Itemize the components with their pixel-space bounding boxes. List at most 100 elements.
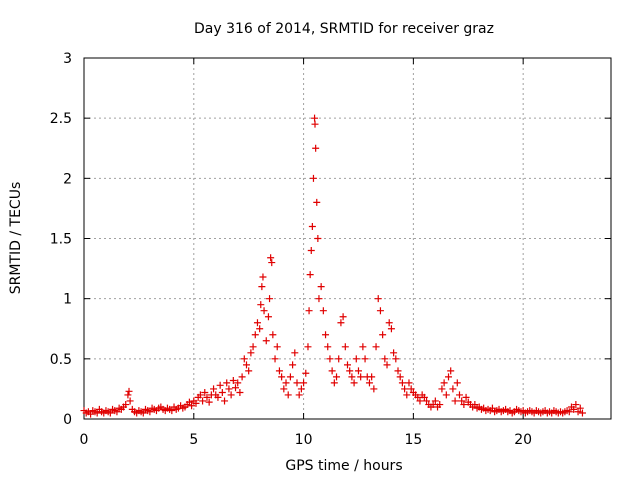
data-point	[232, 384, 240, 392]
y-tick-label: 0.5	[50, 352, 72, 368]
data-point	[218, 389, 226, 397]
data-point	[431, 397, 439, 405]
data-point	[359, 343, 367, 351]
data-point	[354, 367, 362, 375]
chart-title: Day 316 of 2014, SRMTID for receiver gra…	[194, 21, 494, 37]
x-tick-label: 5	[189, 432, 198, 448]
data-point	[106, 409, 114, 417]
data-point	[576, 404, 584, 412]
data-point	[414, 393, 422, 401]
data-point	[258, 283, 266, 291]
data-point	[361, 355, 369, 363]
data-point	[168, 407, 176, 415]
y-tick-label: 0	[63, 412, 72, 428]
x-tick-label: 0	[80, 432, 89, 448]
data-point	[451, 397, 459, 405]
data-point	[282, 379, 290, 387]
data-point	[398, 379, 406, 387]
y-tick-label: 3	[63, 51, 72, 67]
data-point	[203, 393, 211, 401]
data-point	[124, 391, 132, 399]
data-point	[313, 198, 321, 206]
data-point	[304, 343, 312, 351]
data-point	[447, 367, 455, 375]
data-point	[565, 408, 573, 416]
data-point	[205, 398, 213, 406]
data-point	[392, 355, 400, 363]
data-point	[201, 389, 209, 397]
data-point	[572, 401, 580, 409]
data-point	[286, 373, 294, 381]
data-point	[416, 397, 424, 405]
data-point	[210, 385, 218, 393]
data-point	[458, 397, 466, 405]
data-point	[462, 393, 470, 401]
data-point	[401, 385, 409, 393]
data-point	[225, 385, 233, 393]
data-point	[305, 307, 313, 315]
data-point	[429, 401, 437, 409]
data-point	[306, 271, 314, 279]
data-point	[307, 247, 315, 255]
data-point	[216, 381, 224, 389]
data-point	[315, 295, 323, 303]
data-point	[405, 379, 413, 387]
data-point	[574, 408, 582, 416]
data-point	[379, 331, 387, 339]
data-point	[291, 349, 299, 357]
data-point	[139, 409, 147, 417]
data-point	[253, 319, 261, 327]
data-point	[234, 379, 242, 387]
data-point	[284, 391, 292, 399]
data-point	[339, 313, 347, 321]
data-point	[223, 379, 231, 387]
data-point	[280, 385, 288, 393]
data-point	[126, 397, 134, 405]
data-point	[445, 373, 453, 381]
data-point	[335, 355, 343, 363]
data-point	[302, 369, 310, 377]
data-point	[262, 337, 270, 345]
data-point	[436, 401, 444, 409]
data-point	[275, 367, 283, 375]
data-point	[383, 361, 391, 369]
data-point	[403, 391, 411, 399]
data-point	[240, 355, 248, 363]
data-point	[214, 393, 222, 401]
data-point	[146, 408, 154, 416]
data-point	[385, 319, 393, 327]
grid	[84, 58, 611, 419]
data-point	[125, 387, 133, 395]
data-point	[268, 259, 276, 267]
data-point	[289, 361, 297, 369]
data-point	[278, 373, 286, 381]
data-point	[93, 409, 101, 417]
data-point	[185, 398, 193, 406]
data-point	[122, 401, 130, 409]
data-point	[269, 331, 277, 339]
data-point	[264, 313, 272, 321]
data-point	[396, 373, 404, 381]
data-point	[236, 389, 244, 397]
data-points	[80, 114, 586, 418]
data-point	[578, 409, 586, 417]
data-point	[221, 397, 229, 405]
data-point	[196, 391, 204, 399]
data-point	[260, 307, 268, 315]
data-point	[442, 391, 450, 399]
data-point	[199, 397, 207, 405]
data-point	[229, 376, 237, 384]
data-point	[259, 273, 267, 281]
data-point	[257, 301, 265, 309]
data-point	[324, 343, 332, 351]
data-point	[423, 397, 431, 405]
data-point	[251, 331, 259, 339]
data-point	[312, 144, 320, 152]
data-point	[249, 343, 257, 351]
data-point	[346, 367, 354, 375]
data-point	[455, 391, 463, 399]
data-point	[370, 385, 378, 393]
data-point	[488, 404, 496, 412]
data-point	[341, 343, 349, 351]
